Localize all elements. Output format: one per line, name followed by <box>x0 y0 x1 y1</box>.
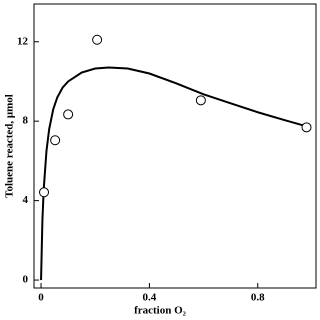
y-axis-label: Toluene reacted, μmol <box>4 94 16 198</box>
y-tick-label: 12 <box>17 35 29 47</box>
data-point <box>39 187 50 198</box>
x-axis-label: fraction O₂ <box>134 305 187 317</box>
x-tick-label: 0.8 <box>251 292 265 304</box>
data-point <box>92 34 103 45</box>
data-point <box>50 135 61 146</box>
y-tick-label: 0 <box>23 274 29 286</box>
data-point <box>195 95 206 106</box>
data-point <box>63 109 74 120</box>
data-point <box>301 122 312 133</box>
x-tick-label: 0 <box>38 292 44 304</box>
y-tick-label: 4 <box>23 194 29 206</box>
x-tick-label: 0.4 <box>143 292 157 304</box>
y-tick-label: 8 <box>23 115 29 127</box>
plot-frame <box>33 3 317 289</box>
fit-line <box>40 66 307 281</box>
